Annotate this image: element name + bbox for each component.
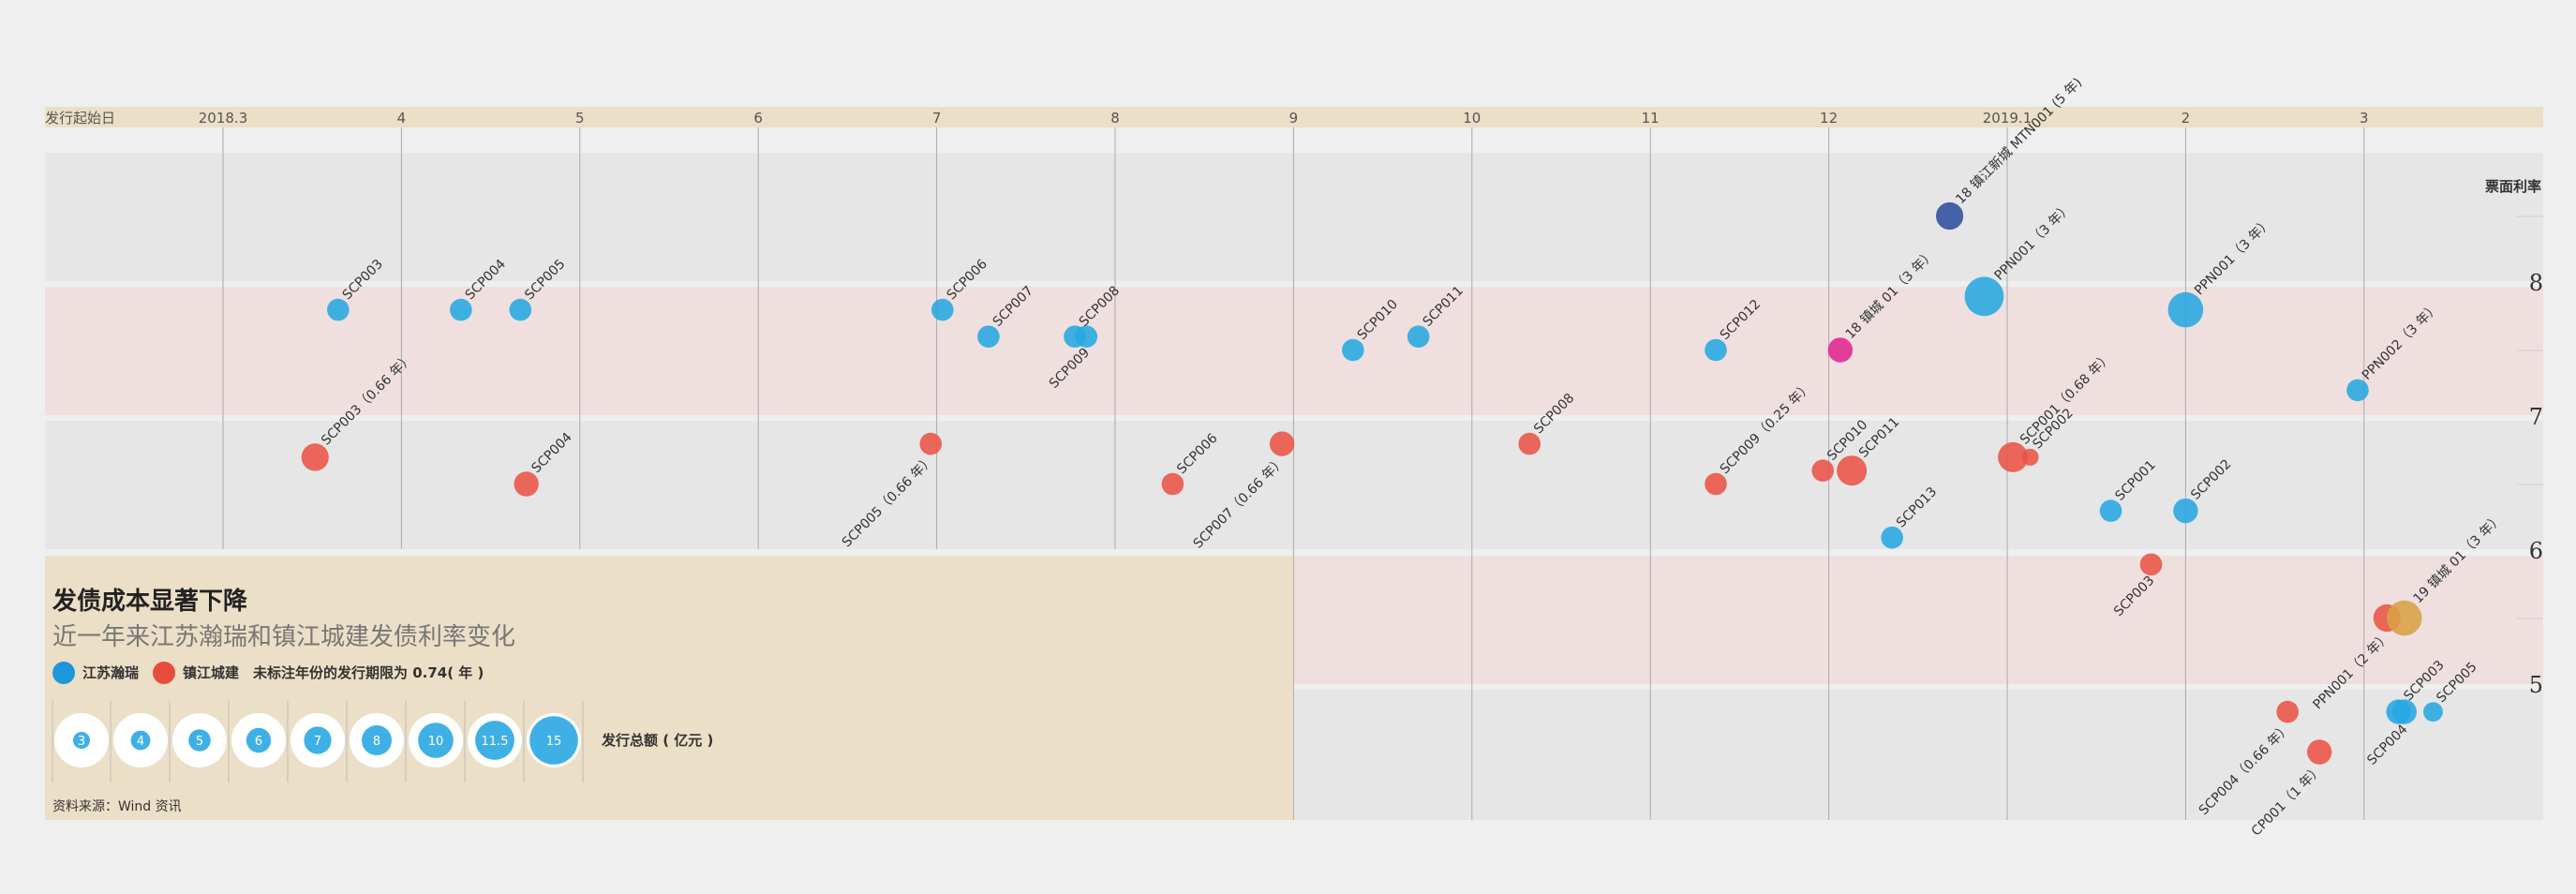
bubble-point xyxy=(2139,553,2163,576)
band-below-5 xyxy=(1293,690,2543,820)
bubble-point xyxy=(2307,739,2332,765)
bubble-point xyxy=(1935,201,1964,231)
bubble-point xyxy=(2021,448,2039,466)
legend-panel: 发债成本显著下降 近一年来江苏瀚瑞和镇江城建发债利率变化 江苏瀚瑞 镇江城建 未… xyxy=(45,556,1293,820)
y-axis: 票面利率 8 7 6 5 xyxy=(2485,178,2543,698)
bubble-point xyxy=(2173,498,2198,524)
y-tick-label: 5 xyxy=(2529,672,2543,698)
bubble-point xyxy=(509,298,532,321)
bubble-point xyxy=(2423,702,2443,722)
size-legend-value: 4 xyxy=(137,735,144,749)
x-tick-label: 2 xyxy=(2181,110,2191,127)
bubble-point xyxy=(514,471,539,497)
size-legend-bubble xyxy=(188,729,211,752)
size-legend-value: 8 xyxy=(373,735,380,749)
bubble-point xyxy=(931,298,954,321)
band-5-6 xyxy=(1293,556,2543,684)
bubble-point xyxy=(1269,431,1295,456)
bubble-point xyxy=(2346,379,2369,402)
x-tick-label: 8 xyxy=(1110,110,1120,127)
bubble-point xyxy=(1998,441,2029,472)
legend-chengjian: 镇江城建 xyxy=(183,664,240,681)
legend-swatch-chengjian xyxy=(153,662,175,684)
y-tick-label: 6 xyxy=(2529,538,2543,564)
x-tick-label: 4 xyxy=(397,110,407,127)
x-tick-label: 2018.3 xyxy=(199,110,248,127)
size-legend-value: 5 xyxy=(196,735,203,749)
legend-note: 未标注年份的发行期限为 0.74( 年 ) xyxy=(252,664,484,681)
size-legend-value: 15 xyxy=(546,735,562,749)
bubble-point xyxy=(977,325,1000,349)
bubble-point xyxy=(1964,276,2004,317)
bubble-point xyxy=(2167,291,2204,328)
size-legend-bubble xyxy=(73,732,90,749)
bubble-point xyxy=(450,298,472,321)
size-legend-value: 11.5 xyxy=(482,735,509,749)
bubble-point xyxy=(1407,325,1430,349)
x-tick-label: 2019.1 xyxy=(1983,110,2033,127)
bubble-point xyxy=(2386,600,2422,636)
bubble-point xyxy=(1827,337,1854,363)
bubble-point xyxy=(1075,325,1098,349)
size-legend-bubble xyxy=(130,730,151,751)
size-legend-title: 发行总额 ( 亿元 ) xyxy=(601,732,713,749)
x-axis-label: 发行起始日 xyxy=(45,110,115,127)
bubble-point xyxy=(1881,526,1903,549)
bubble-point xyxy=(919,432,943,455)
bubble-point xyxy=(1811,459,1835,482)
x-tick-label: 6 xyxy=(753,110,763,127)
x-tick-label: 7 xyxy=(932,110,942,127)
bubble-point xyxy=(2276,700,2299,723)
bubble-point xyxy=(2099,499,2122,522)
bubble-point xyxy=(1342,338,1364,362)
x-tick-label: 12 xyxy=(1820,110,1838,127)
legend-swatch-hanrui xyxy=(52,662,75,684)
x-tick-label: 10 xyxy=(1463,110,1481,127)
size-legend-bubble xyxy=(246,727,272,753)
chart-title: 发债成本显著下降 xyxy=(52,587,248,616)
bubble-point xyxy=(1161,472,1184,496)
bubble-point xyxy=(301,443,329,471)
y-tick-label: 8 xyxy=(2529,270,2543,296)
size-legend-bubble xyxy=(304,726,332,754)
bubble-point xyxy=(1518,432,1541,455)
band-above-8 xyxy=(45,153,2543,281)
y-tick-label: 7 xyxy=(2529,404,2543,430)
bubble-point xyxy=(1705,472,1727,496)
x-tick-label: 5 xyxy=(575,110,585,127)
legend-hanrui: 江苏瀚瑞 xyxy=(82,664,139,681)
bubble-point xyxy=(2391,699,2417,724)
x-axis-band xyxy=(45,107,2543,127)
size-legend-bubble xyxy=(475,721,514,760)
band-6-7 xyxy=(45,421,2543,549)
size-legend-value: 7 xyxy=(314,735,321,749)
size-legend-value: 6 xyxy=(255,735,262,749)
source-note: 资料来源：Wind 资讯 xyxy=(52,799,182,814)
size-legend-value: 3 xyxy=(78,735,85,749)
x-tick-label: 3 xyxy=(2360,110,2369,127)
bubble-point xyxy=(1837,455,1868,486)
x-tick-label: 9 xyxy=(1289,110,1299,127)
bubble-point xyxy=(1705,338,1727,362)
size-legend-bubble xyxy=(529,716,578,765)
bubble-point xyxy=(327,298,350,321)
size-legend-bubble xyxy=(418,723,454,758)
size-legend: 3 4 5 6 7 8 10 11.5 15 xyxy=(52,701,584,782)
size-legend-bubble xyxy=(362,725,392,755)
chart-subtitle: 近一年来江苏瀚瑞和镇江城建发债利率变化 xyxy=(52,623,515,651)
size-legend-value: 10 xyxy=(428,735,444,749)
y-axis-label: 票面利率 xyxy=(2485,178,2541,195)
x-tick-label: 11 xyxy=(1642,110,1660,127)
